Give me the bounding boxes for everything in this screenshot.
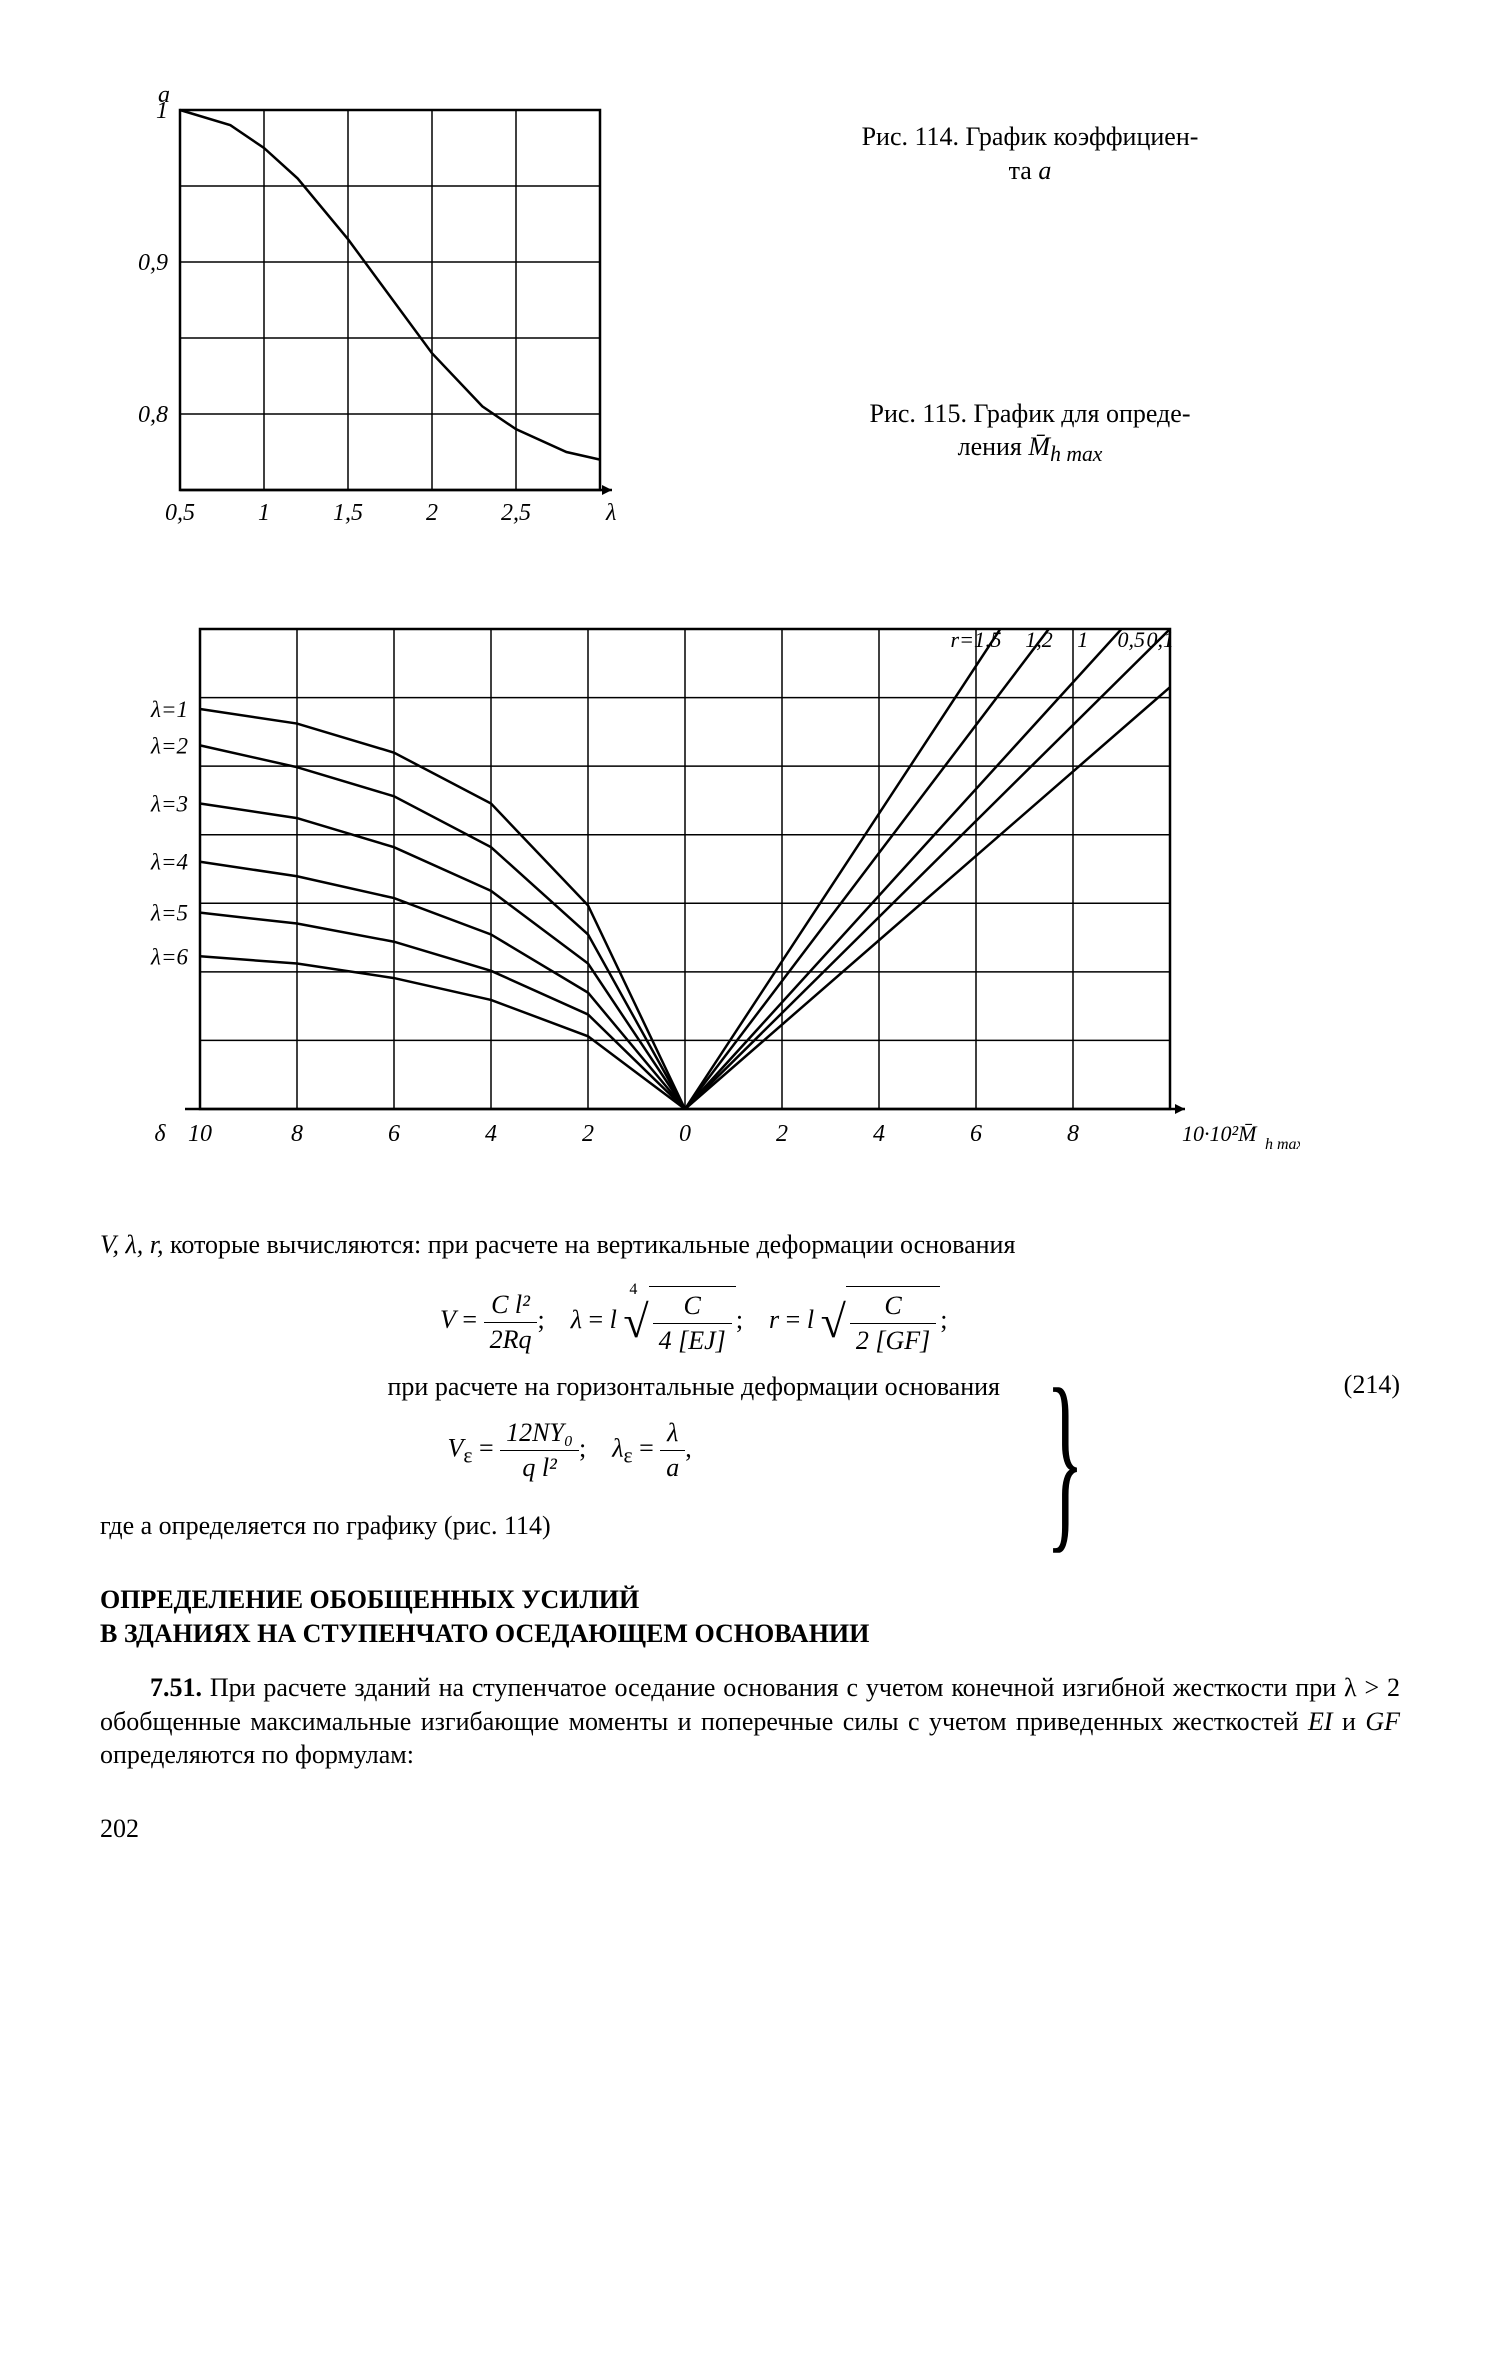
svg-text:1: 1 — [1077, 627, 1088, 652]
eq-den: 2Rq — [484, 1323, 538, 1357]
svg-text:2: 2 — [582, 1121, 594, 1147]
svg-text:λ=2: λ=2 — [150, 733, 188, 758]
section-heading: ОПРЕДЕЛЕНИЕ ОБОБЩЕННЫХ УСИЛИЙ В ЗДАНИЯХ … — [100, 1583, 1400, 1651]
body-text: которые вычисляются: при расчете на верт… — [164, 1230, 1016, 1259]
fig-114-caption: Рис. 114. График коэффициен- та a — [660, 120, 1400, 188]
svg-text:1: 1 — [156, 98, 168, 124]
eq-den: q l² — [500, 1451, 579, 1485]
caption-sub: h max — [1050, 443, 1102, 467]
eq-num: C — [653, 1289, 732, 1324]
paragraph-751: 7.51. При расчете зданий на ступенчатое … — [100, 1671, 1400, 1772]
svg-text:8: 8 — [291, 1121, 303, 1147]
caption-text: ления — [958, 432, 1029, 461]
page-number: 202 — [100, 1812, 1400, 1846]
equation-number: (214) — [1344, 1368, 1400, 1402]
svg-text:0,1: 0,1 — [1147, 627, 1175, 652]
svg-text:8: 8 — [1067, 1121, 1079, 1147]
svg-text:λ=5: λ=5 — [150, 900, 188, 925]
var-text: V, λ, r, — [100, 1230, 164, 1259]
svg-text:2,5: 2,5 — [501, 500, 531, 526]
eq-den: 2 [GF] — [850, 1324, 936, 1358]
svg-text:r=1,5: r=1,5 — [951, 627, 1002, 652]
svg-text:10: 10 — [188, 1121, 212, 1147]
eq-num: 12NY₀ — [500, 1416, 579, 1451]
svg-text:2: 2 — [776, 1121, 788, 1147]
body-text: и — [1333, 1707, 1366, 1736]
chart-114-svg: aλ0,511,522,510,90,8 — [100, 80, 620, 540]
svg-text:h max: h max — [1265, 1136, 1300, 1153]
eq-num: C — [850, 1289, 936, 1324]
caption-text: та — [1009, 156, 1039, 185]
svg-text:1,2: 1,2 — [1025, 627, 1053, 652]
heading-line: ОПРЕДЕЛЕНИЕ ОБОБЩЕННЫХ УСИЛИЙ — [100, 1583, 1400, 1617]
svg-text:4: 4 — [485, 1121, 497, 1147]
caption-text: Рис. 115. График для опреде- — [870, 399, 1191, 428]
eq-num: C l² — [484, 1288, 538, 1323]
svg-text:4: 4 — [873, 1121, 885, 1147]
svg-text:λ=4: λ=4 — [150, 850, 188, 875]
caption-var: M̄ — [1028, 432, 1050, 461]
body-text: При расчете зданий на ступенчатое оседан… — [100, 1673, 1400, 1736]
var-text: GF — [1365, 1707, 1400, 1736]
svg-text:δ: δ — [154, 1121, 166, 1147]
svg-text:6: 6 — [970, 1121, 982, 1147]
eq-den: a — [660, 1451, 685, 1485]
paragraph-1: V, λ, r, которые вычисляются: при расчет… — [100, 1228, 1400, 1262]
eq-text: при расчете на горизонтальные деформации… — [388, 1370, 1001, 1404]
figure-115-chart: 10 8 6 4 2 0 2 4 6 8 δ 10·10²M̄ h max λ=1 λ=2 λ=3 λ=4 λ=5… — [100, 609, 1400, 1178]
svg-text:λ=3: λ=3 — [150, 791, 188, 816]
svg-text:2: 2 — [426, 500, 438, 526]
top-figure-section: a λ 0,5 1 1,5 2 2,5 1 0,9 0,8 Рис. 114. График ко… — [100, 80, 1400, 549]
equation-214: V = C l² 2Rq ; λ = l 4 √ C 4 [EJ] ; r = … — [100, 1286, 1400, 1484]
svg-text:0,5: 0,5 — [1117, 627, 1145, 652]
body-text: определяются по формулам: — [100, 1740, 414, 1769]
figure-114-chart: aλ0,511,522,510,90,8 — [100, 80, 620, 549]
paragraph-3: где a определяется по графику (рис. 114) — [100, 1509, 1400, 1543]
chart-115-svg: 10 8 6 4 2 0 2 4 6 8 δ 10·10²M̄ h max λ=1 λ=2 λ=3 λ=4 λ=5… — [100, 609, 1300, 1169]
svg-text:0,9: 0,9 — [138, 250, 168, 276]
eq-num: λ — [660, 1416, 685, 1451]
svg-text:0: 0 — [679, 1121, 691, 1147]
svg-text:λ: λ — [605, 500, 616, 526]
root-index: 4 — [629, 1280, 637, 1301]
figure-captions: Рис. 114. График коэффициен- та a Рис. 1… — [660, 80, 1400, 549]
svg-text:λ=1: λ=1 — [150, 697, 188, 722]
para-number: 7.51. — [150, 1673, 202, 1702]
heading-line: В ЗДАНИЯХ НА СТУПЕНЧАТО ОСЕДАЮЩЕМ ОСНОВА… — [100, 1617, 1400, 1651]
caption-text: Рис. 114. График коэффициен- — [862, 122, 1199, 151]
svg-text:1: 1 — [258, 500, 270, 526]
svg-text:0,5: 0,5 — [165, 500, 195, 526]
eq-den: 4 [EJ] — [653, 1324, 732, 1358]
svg-text:λ=6: λ=6 — [150, 944, 188, 969]
caption-var: a — [1038, 156, 1051, 185]
svg-text:6: 6 — [388, 1121, 400, 1147]
svg-text:10·10²M̄: 10·10²M̄ — [1182, 1121, 1258, 1146]
svg-text:0,8: 0,8 — [138, 402, 168, 428]
svg-text:1,5: 1,5 — [333, 500, 363, 526]
fig-115-caption: Рис. 115. График для опреде- ления M̄h m… — [660, 397, 1400, 469]
var-text: EI — [1308, 1707, 1333, 1736]
